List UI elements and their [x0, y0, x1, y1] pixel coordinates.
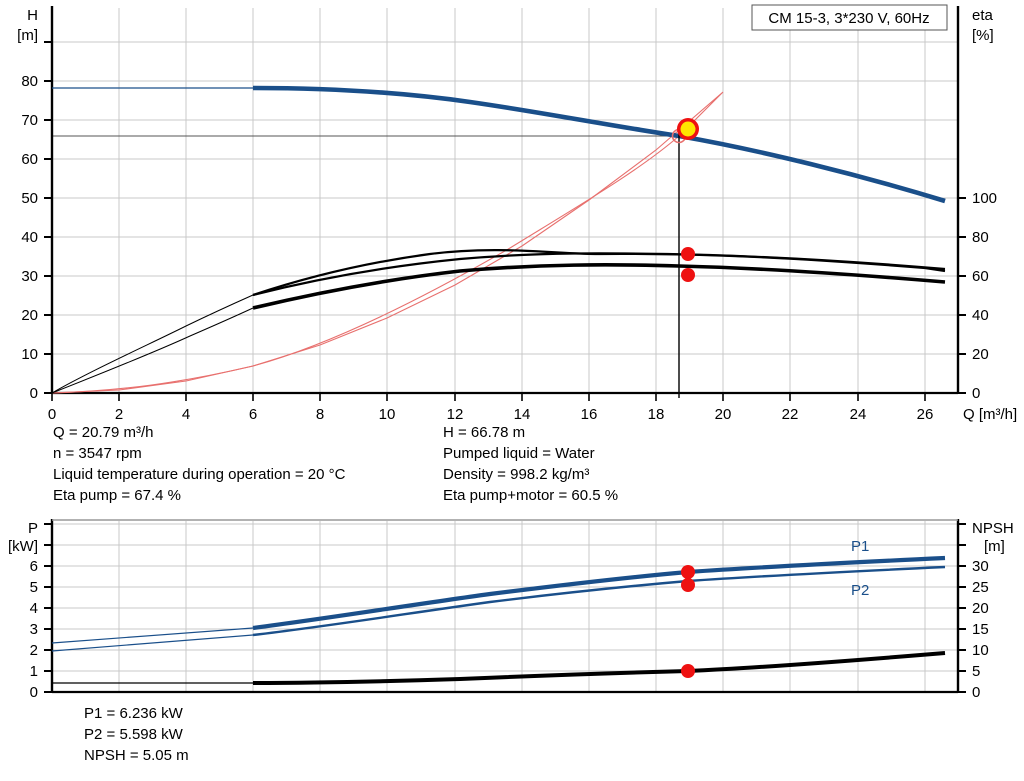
- duty-point-marker-inner: [680, 121, 696, 137]
- duty-info-left-1: n = 3547 rpm: [53, 445, 142, 462]
- h-tick-label-60: 60: [21, 151, 38, 168]
- p-tick-label-0: 0: [30, 684, 38, 701]
- title-box: [751, 4, 948, 31]
- npsh-axis-title-line1: NPSH: [972, 520, 1014, 537]
- duty-info-left-2: Liquid temperature during operation = 20…: [53, 466, 346, 483]
- eta-tick-label-80: 80: [972, 229, 989, 246]
- eta-tick-label-100: 100: [972, 190, 997, 207]
- h-tick-label-80: 80: [21, 73, 38, 90]
- h-axis-title-line2: [m]: [17, 27, 38, 44]
- top-chart-horizontal-grid: [52, 41, 958, 355]
- q-axis-title: Q [m³/h]: [963, 406, 1017, 423]
- h-axis-title-line1: H: [27, 7, 38, 24]
- top-chart-left-ticks: [44, 41, 52, 394]
- p1-curve-label: P1: [851, 538, 869, 555]
- q-tick-label-12: 12: [447, 406, 464, 423]
- duty-info-left-0: Q = 20.79 m³/h: [53, 424, 153, 441]
- duty-info-right-2: Density = 998.2 kg/m³: [443, 466, 589, 483]
- p-tick-label-4: 4: [30, 600, 38, 617]
- p2-curve-extrapolated: [51, 634, 254, 652]
- npsh-duty-marker: [681, 664, 695, 678]
- p2-curve: [252, 565, 946, 637]
- bottom-chart-vertical-grid: [118, 521, 926, 692]
- q-tick-label-8: 8: [316, 406, 324, 423]
- head-curve: [252, 85, 946, 204]
- duty-info-block: Q = 20.79 m³/h n = 3547 rpm Liquid tempe…: [53, 424, 618, 504]
- h-tick-label-0: 0: [30, 385, 38, 402]
- eta-pump-motor-curve: [252, 263, 946, 310]
- p-tick-label-5: 5: [30, 579, 38, 596]
- h-tick-label-40: 40: [21, 229, 38, 246]
- p1-curve: [252, 555, 946, 631]
- p-tick-label-6: 6: [30, 558, 38, 575]
- top-chart-right-ticks: [958, 197, 966, 394]
- h-tick-label-30: 30: [21, 268, 38, 285]
- npsh-tick-label-5: 5: [972, 663, 980, 680]
- npsh-curve: [252, 651, 946, 685]
- p-axis-title-line1: P: [28, 520, 38, 537]
- npsh-tick-label-20: 20: [972, 600, 989, 617]
- npsh-tick-label-30: 30: [972, 558, 989, 575]
- duty-info-left-3: Eta pump = 67.4 %: [53, 487, 181, 504]
- p-tick-label-3: 3: [30, 621, 38, 638]
- p-axis-title-line2: [kW]: [8, 538, 38, 555]
- q-tick-label-16: 16: [581, 406, 598, 423]
- title-box-label: CM 15-3, 3*230 V, 60Hz: [768, 10, 929, 27]
- eta-axis-title-line2: [%]: [972, 27, 994, 44]
- q-tick-label-0: 0: [48, 406, 56, 423]
- power-info-0: P1 = 6.236 kW: [84, 705, 184, 722]
- npsh-tick-label-25: 25: [972, 579, 989, 596]
- eta-pump-motor-duty-marker: [681, 268, 695, 282]
- top-chart-group: 0 10 20 30 40 50 60 70 80 H [m] 0 20 40 …: [17, 4, 1017, 423]
- eta-pump-duty-marker: [681, 247, 695, 261]
- eta-tick-label-40: 40: [972, 307, 989, 324]
- q-tick-label-14: 14: [514, 406, 531, 423]
- q-tick-label-2: 2: [115, 406, 123, 423]
- npsh-tick-label-10: 10: [972, 642, 989, 659]
- power-info-1: P2 = 5.598 kW: [84, 726, 184, 743]
- h-tick-label-70: 70: [21, 112, 38, 129]
- q-tick-label-24: 24: [850, 406, 867, 423]
- npsh-axis-title-line2: [m]: [984, 538, 1005, 555]
- q-tick-label-20: 20: [715, 406, 732, 423]
- npsh-tick-label-15: 15: [972, 621, 989, 638]
- p1-duty-marker: [681, 565, 695, 579]
- p-tick-label-1: 1: [30, 663, 38, 680]
- eta-tick-label-60: 60: [972, 268, 989, 285]
- p2-duty-marker: [681, 578, 695, 592]
- eta-pump-curve-extrapolated: [51, 294, 254, 394]
- eta-tick-label-0: 0: [972, 385, 980, 402]
- eta-axis-title-line1: eta: [972, 7, 994, 24]
- q-tick-label-26: 26: [917, 406, 934, 423]
- npsh-tick-label-0: 0: [972, 684, 980, 701]
- h-tick-label-10: 10: [21, 346, 38, 363]
- p-tick-label-2: 2: [30, 642, 38, 659]
- top-chart-x-ticks: [51, 393, 926, 401]
- p1-curve-extrapolated: [51, 627, 254, 644]
- h-tick-label-50: 50: [21, 190, 38, 207]
- bottom-chart-right-ticks: [958, 523, 966, 693]
- system-curve: [51, 91, 724, 394]
- bottom-chart-horizontal-grid: [52, 523, 958, 672]
- duty-info-right-3: Eta pump+motor = 60.5 %: [443, 487, 618, 504]
- duty-info-right-1: Pumped liquid = Water: [443, 445, 595, 462]
- bottom-chart-group: 0 1 2 3 4 5 6 P [kW] 0 5 10 15 20 25 30 …: [8, 519, 1014, 701]
- duty-info-right-0: H = 66.78 m: [443, 424, 525, 441]
- p2-curve-label: P2: [851, 582, 869, 599]
- eta-pump-motor-curve-extrapolated: [51, 307, 254, 394]
- system-curve-main: [51, 135, 680, 394]
- q-tick-label-6: 6: [249, 406, 257, 423]
- bottom-chart-left-ticks: [44, 523, 52, 693]
- eta-pump-curve-upper: [252, 252, 946, 297]
- q-tick-label-22: 22: [782, 406, 799, 423]
- q-tick-label-10: 10: [379, 406, 396, 423]
- h-tick-label-20: 20: [21, 307, 38, 324]
- q-tick-label-18: 18: [648, 406, 665, 423]
- top-chart-vertical-grid: [118, 8, 926, 393]
- power-info-block: P1 = 6.236 kW P2 = 5.598 kW NPSH = 5.05 …: [84, 705, 189, 764]
- q-tick-label-4: 4: [182, 406, 190, 423]
- power-info-2: NPSH = 5.05 m: [84, 747, 189, 764]
- eta-tick-label-20: 20: [972, 346, 989, 363]
